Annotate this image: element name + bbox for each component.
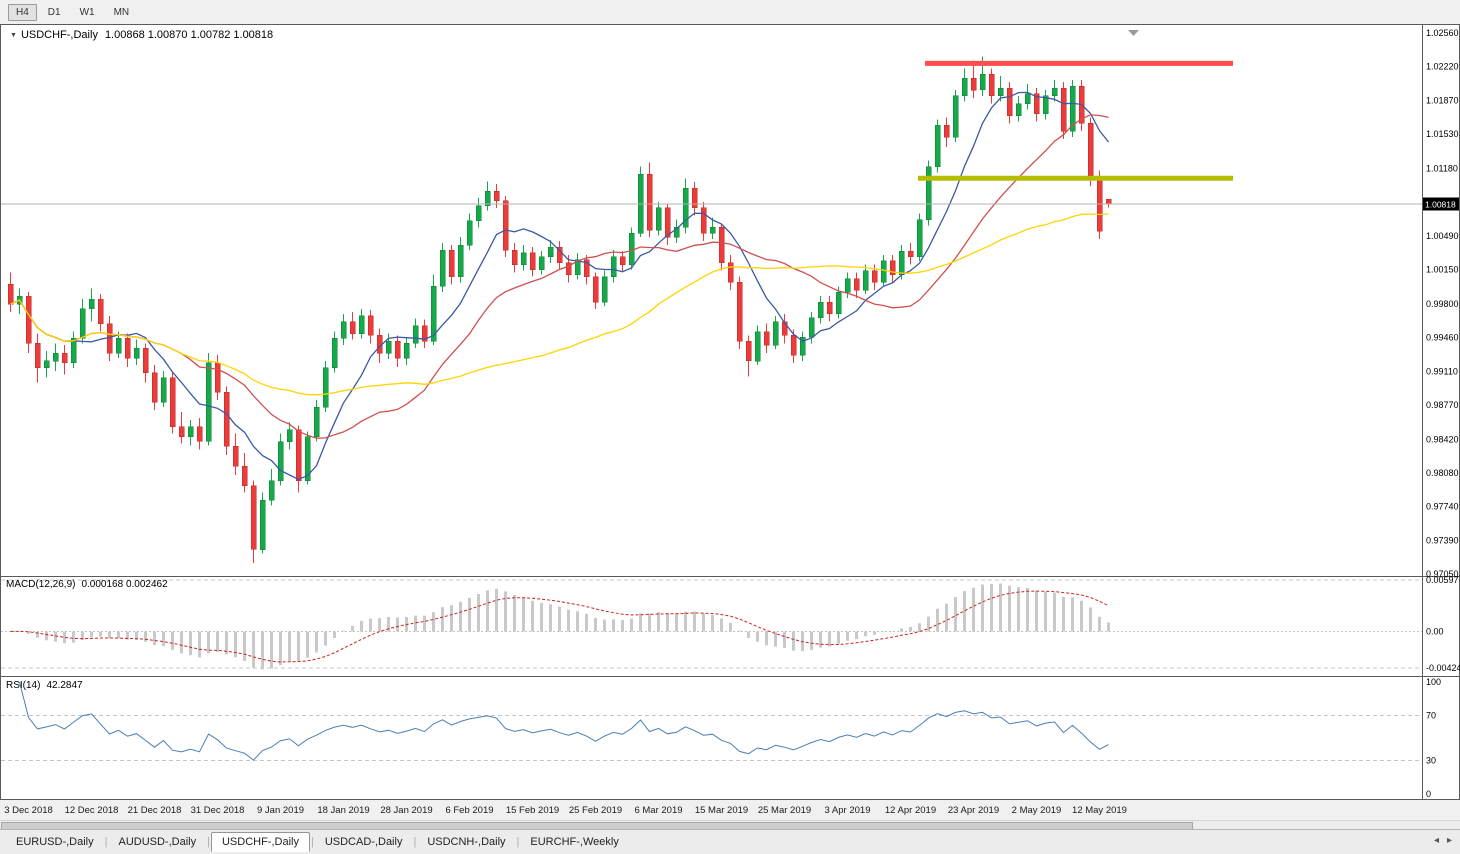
chart-title: ▼ USDCHF-,Daily 1.00868 1.00870 1.00782 1.…: [10, 29, 273, 41]
rsi-indicator-label: RSI(14) 42.2847: [6, 680, 83, 691]
date-label: 12 May 2019: [1072, 805, 1127, 816]
candlestick-series: [7, 56, 1112, 564]
svg-text:100: 100: [1426, 677, 1441, 687]
tab-separator: |: [310, 836, 314, 848]
rsi-indicator: [19, 681, 1109, 761]
chart-tabs-bar: EURUSD-,Daily | AUDUSD-,Daily | USDCHF-,Dail…: [0, 829, 1460, 854]
chart-symbol-period: USDCHF-,Daily: [20, 29, 98, 41]
svg-text:0: 0: [1426, 789, 1431, 799]
timeframe-button-mn[interactable]: MN: [113, 6, 130, 18]
date-label: 6 Feb 2019: [445, 805, 494, 816]
timeframe-button-w1[interactable]: W1: [79, 6, 95, 18]
date-label: 28 Jan 2019: [380, 805, 433, 816]
expand-arrow-icon[interactable]: ▼: [10, 32, 17, 39]
tab-scroll-right-icon[interactable]: ▸: [1446, 835, 1452, 846]
svg-text:1.01530: 1.01530: [1426, 129, 1459, 139]
indicator-gridlines: [1, 579, 1422, 761]
date-label: 2 May 2019: [1011, 805, 1062, 816]
svg-text:1.00490: 1.00490: [1426, 231, 1459, 241]
svg-text:0.99110: 0.99110: [1426, 367, 1458, 377]
svg-text:0.98080: 0.98080: [1426, 468, 1459, 478]
date-axis: 3 Dec 2018 12 Dec 2018 21 Dec 2018 31 Dec 2…: [0, 800, 1422, 820]
timeframe-button-d1[interactable]: D1: [47, 6, 61, 18]
date-label: 25 Feb 2019: [568, 805, 623, 816]
svg-text:0.98420: 0.98420: [1426, 435, 1459, 445]
rsi-value: 42.2847: [46, 680, 83, 691]
svg-text:0.99460: 0.99460: [1426, 332, 1459, 342]
macd-values: 0.000168 0.002462: [81, 579, 168, 590]
chart-tab-eurusddaily[interactable]: EURUSD-,Daily: [16, 836, 94, 848]
svg-text:0.00: 0.00: [1426, 627, 1444, 637]
chart-tab-audusddaily[interactable]: AUDUSD-,Daily: [118, 836, 197, 848]
tab-separator: |: [207, 836, 210, 848]
date-label: 18 Jan 2019: [317, 805, 370, 816]
tab-scroll-left-icon[interactable]: ◂: [1433, 835, 1439, 846]
date-label: 3 Apr 2019: [824, 805, 871, 816]
price-chart-canvas[interactable]: 1.02560 1.02220 1.01870 1.01530 1.01180 1.004…: [0, 24, 1460, 800]
svg-text:-0.00424: -0.00424: [1426, 663, 1460, 673]
tab-scroll-arrows: ◂ ▸: [1434, 835, 1452, 846]
svg-text:0.98770: 0.98770: [1426, 400, 1459, 410]
date-label: 23 Apr 2019: [947, 805, 1000, 816]
svg-text:70: 70: [1426, 711, 1436, 721]
trend-level-lines[interactable]: [918, 60, 1233, 181]
horizontal-scrollbar[interactable]: [0, 820, 1460, 830]
chart-tab-usdcaddaily[interactable]: USDCAD-,Daily: [324, 836, 403, 848]
price-axis: 1.02560 1.02220 1.01870 1.01530 1.01180 1.004…: [1423, 28, 1460, 799]
macd-indicator-label: MACD(12,26,9) 0.000168 0.002462: [6, 579, 168, 590]
svg-text:0.97390: 0.97390: [1426, 536, 1459, 546]
date-label: 25 Mar 2019: [757, 805, 812, 816]
svg-text:0.99800: 0.99800: [1426, 299, 1459, 309]
date-label: 15 Feb 2019: [505, 805, 560, 816]
rsi-name: RSI(14): [6, 680, 41, 691]
date-label: 31 Dec 2018: [190, 805, 245, 816]
svg-text:1.02560: 1.02560: [1426, 28, 1459, 38]
date-label: 6 Mar 2019: [634, 805, 683, 816]
svg-text:0.97050: 0.97050: [1426, 569, 1459, 579]
svg-text:1.01180: 1.01180: [1426, 164, 1458, 174]
tab-separator: |: [516, 836, 520, 848]
date-label: 15 Mar 2019: [694, 805, 749, 816]
svg-text:1.00150: 1.00150: [1426, 265, 1459, 275]
chart-tab-usdchfdaily[interactable]: USDCHF-,Daily: [210, 832, 310, 852]
current-price-badge: [1423, 197, 1459, 211]
chart-ohlc-values: 1.00868 1.00870 1.00782 1.00818: [104, 29, 274, 41]
svg-text:1.02220: 1.02220: [1426, 61, 1459, 71]
panel-borders: [0, 24, 1460, 800]
chart-tab-usdcnhdaily[interactable]: USDCNH-,Daily: [427, 836, 506, 848]
timeframe-button-h4[interactable]: H4: [8, 3, 37, 21]
date-label: 12 Apr 2019: [884, 805, 937, 816]
moving-average-lines: [10, 91, 1110, 481]
date-label: 9 Jan 2019: [256, 805, 305, 816]
svg-text:1.00818: 1.00818: [1425, 200, 1456, 210]
scroll-to-end-icon[interactable]: [1128, 30, 1139, 36]
chart-tab-eurchfweekly[interactable]: EURCHF-,Weekly: [530, 836, 619, 848]
macd-indicator: [10, 583, 1110, 670]
timeframe-toolbar: H4 D1 W1 MN: [0, 0, 1460, 24]
date-label: 3 Dec 2018: [4, 805, 53, 816]
tab-separator: |: [104, 836, 108, 848]
svg-text:1.01870: 1.01870: [1426, 96, 1459, 106]
svg-text:30: 30: [1426, 755, 1436, 765]
tab-separator: |: [413, 836, 417, 848]
svg-text:0.00597: 0.00597: [1426, 575, 1459, 585]
date-label: 12 Dec 2018: [64, 805, 119, 816]
date-label: 21 Dec 2018: [127, 805, 182, 816]
svg-text:0.97740: 0.97740: [1426, 501, 1459, 511]
macd-name: MACD(12,26,9): [6, 579, 76, 590]
